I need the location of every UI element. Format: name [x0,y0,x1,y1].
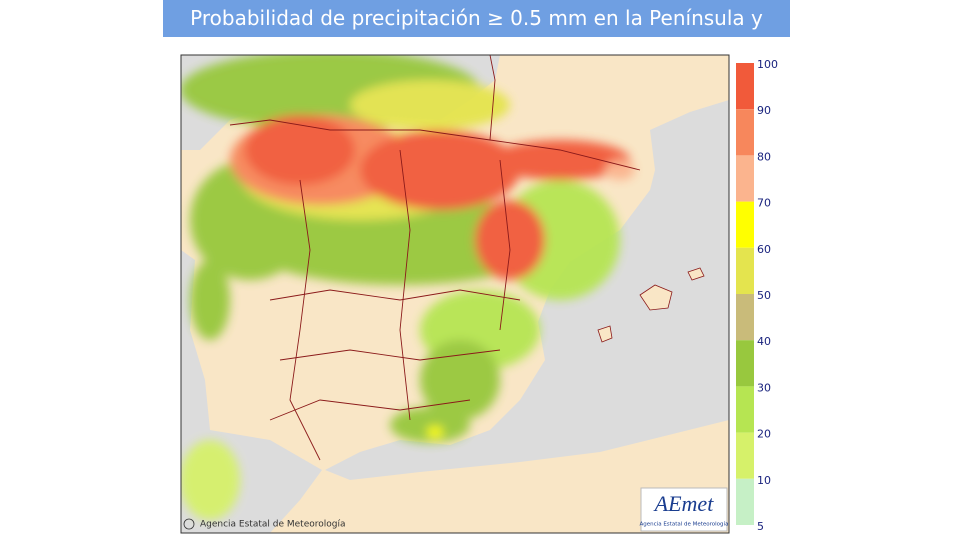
colorbar-label: 40 [757,335,771,348]
borders [229,55,641,461]
colorbar-label: 90 [757,104,771,117]
mallorca [639,284,673,311]
colorbar-label: 80 [757,150,771,163]
colorbar-label: 30 [757,381,771,394]
colorbar-band [736,63,754,110]
logo-text: AEmet [653,491,715,516]
colorbar: 100 90 80 70 60 50 40 30 20 10 5 [736,58,778,533]
logo-box [640,487,728,532]
colorbar-band [736,109,754,156]
colorbar-label: 50 [757,289,771,302]
colorbar-label: 100 [757,58,778,71]
map-area [181,55,729,533]
colorbar-label: 20 [757,428,771,441]
logo-subtitle: Agencia Estatal de Meteorología [640,521,729,528]
colorbar-label: 5 [757,520,764,533]
precipitation-field [181,55,635,520]
copyright: Agencia Estatal de Meteorología [183,518,346,530]
colorbar-band [736,478,754,525]
colorbar-band [736,294,754,341]
menorca [687,267,705,281]
map-frame [180,54,730,534]
colorbar-band [736,340,754,387]
mediterranean-sea [325,100,729,480]
colorbar-band [736,247,754,294]
copyright-text: Agencia Estatal de Meteorología [200,520,346,530]
title-bar: Probabilidad de precipitación ≥ 0.5 mm e… [163,0,790,67]
colorbar-band [736,386,754,433]
colorbar-band [736,432,754,479]
colorbar-label: 10 [757,474,771,487]
colorbar-band [736,201,754,248]
colorbar-label: 70 [757,197,771,210]
copyright-icon [183,518,195,530]
ibiza [597,325,613,343]
colorbar-band [736,155,754,202]
colorbar-label: 60 [757,243,771,256]
logo: AEmet Agencia Estatal de Meteorología [640,487,729,532]
